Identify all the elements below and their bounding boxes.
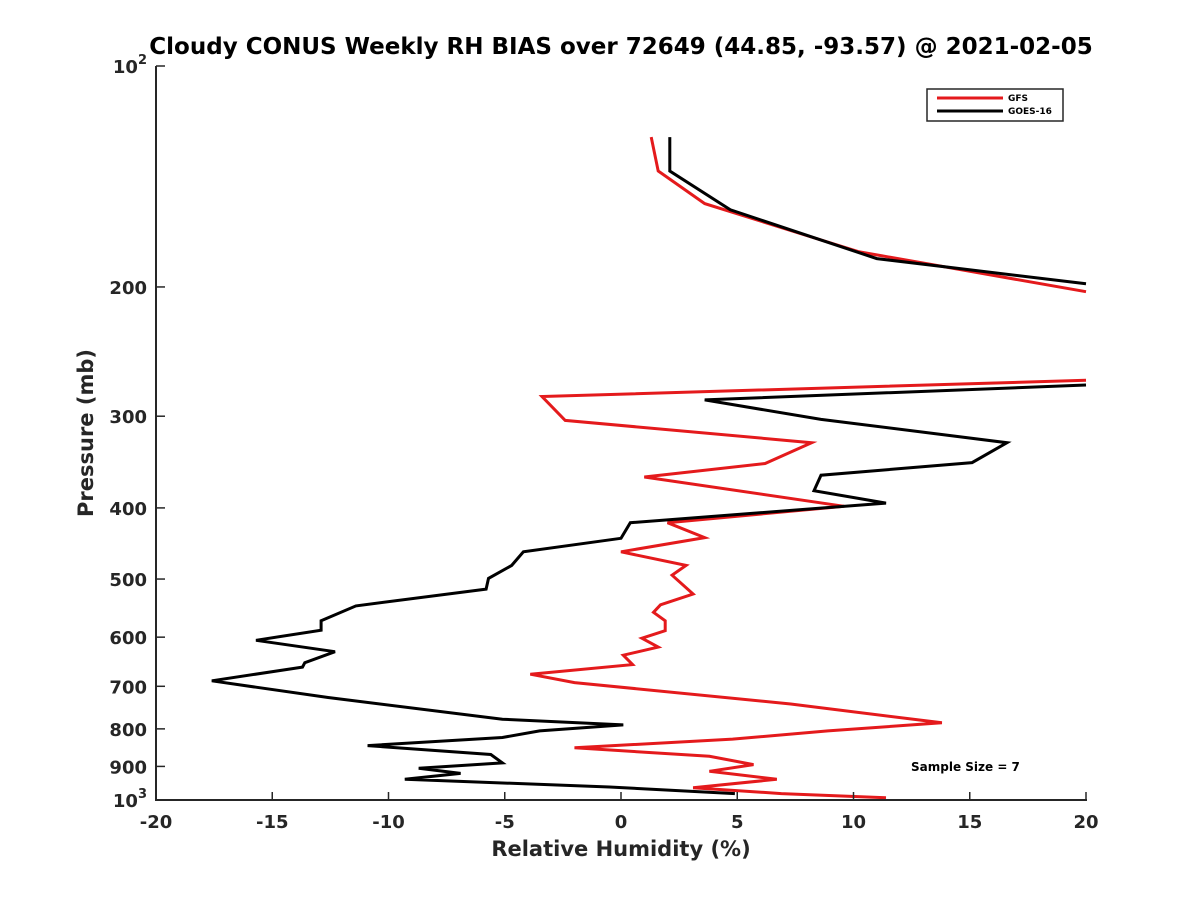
- legend-label-gfs: GFS: [1008, 94, 1028, 104]
- x-tick-label: 0: [615, 812, 628, 833]
- legend: GFS GOES-16: [926, 88, 1064, 122]
- y-tick-label: 102: [113, 53, 147, 78]
- plot-area: [211, 136, 1087, 800]
- x-tick-label: 5: [731, 812, 744, 833]
- y-tick-label: 600: [109, 628, 147, 649]
- y-tick-label: 300: [109, 407, 147, 428]
- x-axis-ticks: -20 -15 -10 -5 0 5 10 15 20: [140, 792, 1099, 833]
- y-tick-label: 800: [109, 720, 147, 741]
- x-tick-label: -10: [372, 812, 405, 833]
- x-tick-label: 15: [957, 812, 982, 833]
- series-line-gfs-1: [530, 378, 1087, 800]
- y-tick-label: 103: [113, 787, 147, 812]
- series-line-goes-16-1: [211, 383, 1087, 796]
- y-axis-ticks: 102 200 300 400 500 600 700 800 900 103: [109, 53, 165, 812]
- y-tick-label: 200: [109, 278, 147, 299]
- x-tick-label: -20: [140, 812, 173, 833]
- series-line-goes-16-0: [668, 137, 1087, 286]
- sample-size-annotation: Sample Size = 7: [911, 760, 1020, 774]
- legend-label-goes-16: GOES-16: [1008, 107, 1052, 117]
- chart-title: Cloudy CONUS Weekly RH BIAS over 72649 (…: [149, 34, 1092, 60]
- y-axis-label: Pressure (mb): [74, 349, 98, 517]
- series-line-gfs-0: [649, 136, 1087, 294]
- x-axis-label: Relative Humidity (%): [491, 837, 750, 861]
- x-tick-label: 10: [841, 812, 866, 833]
- y-tick-label: 700: [109, 677, 147, 698]
- x-tick-label: 20: [1073, 812, 1098, 833]
- y-tick-label: 400: [109, 499, 147, 520]
- y-tick-label: 900: [109, 757, 147, 778]
- x-tick-label: -5: [495, 812, 515, 833]
- y-tick-label: 500: [109, 570, 147, 591]
- x-tick-label: -15: [256, 812, 289, 833]
- legend-box: [926, 88, 1064, 122]
